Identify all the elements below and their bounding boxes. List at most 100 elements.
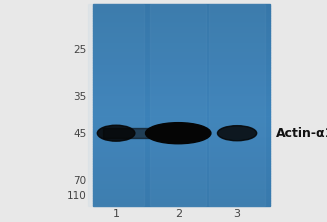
- Bar: [93, 90, 270, 92]
- Bar: [93, 139, 270, 141]
- Bar: [93, 127, 270, 129]
- Bar: [93, 28, 270, 30]
- Bar: [93, 53, 270, 55]
- Bar: [93, 23, 270, 25]
- Bar: [93, 163, 270, 164]
- Bar: [93, 40, 270, 42]
- Bar: [93, 191, 270, 193]
- Bar: [93, 15, 270, 16]
- Bar: [93, 109, 270, 111]
- Bar: [93, 94, 270, 95]
- Bar: [93, 134, 270, 136]
- Bar: [93, 100, 270, 102]
- Bar: [93, 95, 270, 97]
- Bar: [93, 126, 270, 127]
- Bar: [93, 35, 270, 36]
- Bar: [93, 148, 270, 149]
- Bar: [93, 60, 270, 62]
- Text: 3: 3: [233, 209, 241, 219]
- Bar: [93, 92, 270, 94]
- Bar: [88, 4, 144, 206]
- Bar: [93, 117, 270, 119]
- Bar: [93, 116, 270, 117]
- Ellipse shape: [97, 125, 135, 141]
- Bar: [93, 164, 270, 166]
- Text: 25: 25: [73, 45, 87, 55]
- Bar: [93, 131, 270, 132]
- Bar: [93, 121, 270, 122]
- Bar: [103, 128, 188, 138]
- Bar: [93, 99, 270, 100]
- Text: 45: 45: [73, 129, 87, 139]
- Bar: [93, 132, 270, 134]
- Bar: [93, 4, 270, 6]
- Bar: [93, 26, 270, 28]
- Bar: [93, 97, 270, 99]
- Bar: [93, 25, 270, 26]
- Text: Actin-α1: Actin-α1: [276, 127, 327, 140]
- Bar: [209, 4, 265, 206]
- Bar: [93, 77, 270, 79]
- Bar: [93, 151, 270, 153]
- Bar: [93, 107, 270, 109]
- Bar: [93, 190, 270, 191]
- Bar: [93, 105, 270, 107]
- Bar: [93, 114, 270, 115]
- Text: 110: 110: [67, 191, 87, 202]
- Bar: [93, 57, 270, 58]
- Bar: [93, 47, 270, 48]
- Bar: [93, 186, 270, 188]
- Bar: [93, 180, 270, 181]
- Bar: [93, 58, 270, 60]
- Ellipse shape: [146, 123, 211, 144]
- Bar: [93, 159, 270, 161]
- Bar: [93, 181, 270, 183]
- Bar: [93, 30, 270, 31]
- Bar: [93, 83, 270, 85]
- Bar: [93, 8, 270, 10]
- Bar: [93, 70, 270, 72]
- Bar: [93, 73, 270, 75]
- Bar: [93, 198, 270, 200]
- Text: 70: 70: [74, 176, 87, 186]
- Ellipse shape: [217, 126, 257, 141]
- Bar: [93, 136, 270, 137]
- Bar: [93, 18, 270, 20]
- Bar: [93, 62, 270, 63]
- Bar: [93, 178, 270, 180]
- Bar: [93, 87, 270, 89]
- Bar: [93, 16, 270, 18]
- Bar: [93, 65, 270, 67]
- Bar: [93, 166, 270, 168]
- Bar: [93, 174, 270, 176]
- Bar: [93, 161, 270, 163]
- Bar: [93, 33, 270, 35]
- Bar: [93, 205, 270, 206]
- Bar: [93, 188, 270, 190]
- Bar: [93, 38, 270, 40]
- Bar: [93, 10, 270, 11]
- Bar: [93, 102, 270, 104]
- Bar: [93, 112, 270, 114]
- Text: 35: 35: [73, 91, 87, 102]
- Bar: [150, 4, 206, 206]
- Bar: [93, 153, 270, 154]
- Bar: [93, 20, 270, 21]
- Bar: [93, 196, 270, 198]
- Bar: [93, 144, 270, 146]
- Bar: [93, 67, 270, 68]
- Bar: [93, 156, 270, 158]
- Bar: [93, 55, 270, 57]
- Bar: [93, 6, 270, 8]
- Bar: [93, 36, 270, 38]
- Bar: [93, 52, 270, 53]
- Bar: [93, 201, 270, 203]
- Bar: [93, 89, 270, 90]
- Bar: [93, 154, 270, 156]
- Bar: [93, 75, 270, 77]
- Bar: [93, 82, 270, 83]
- Bar: [93, 184, 270, 186]
- Bar: [93, 200, 270, 201]
- Bar: [93, 141, 270, 143]
- Bar: [93, 72, 270, 73]
